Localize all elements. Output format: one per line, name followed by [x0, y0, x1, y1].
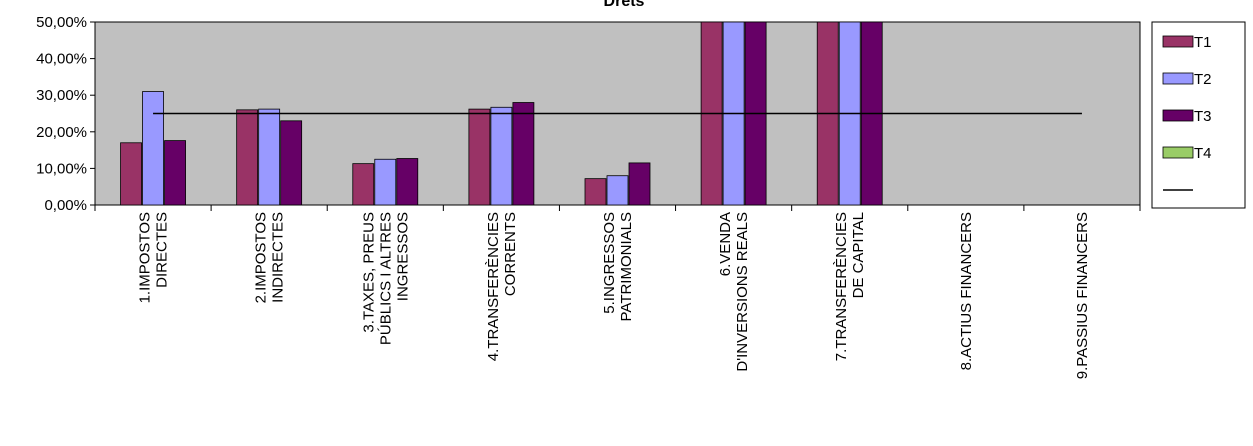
bar-t1-5: [584, 178, 607, 206]
bar-t3-1: [164, 140, 186, 206]
bar-t3-5: [628, 162, 651, 206]
category-label: 7.TRANSFERÈNCIES: [833, 212, 850, 361]
category-label: CORRENTS: [502, 212, 519, 296]
category-label: DE CAPITAL: [850, 212, 867, 298]
legend-swatch-t2: [1162, 72, 1194, 85]
bars: [120, 21, 883, 206]
y-tick-label: 40,00%: [36, 51, 87, 68]
category-label: 5.INGRESSOS: [601, 212, 618, 314]
y-tick-label: 30,00%: [36, 87, 87, 104]
bar-t3-2: [280, 120, 303, 206]
category-label: 1.IMPOSTOS: [137, 212, 154, 303]
bar-t2-1: [142, 91, 164, 206]
legend-swatch-t1: [1162, 35, 1194, 48]
category-label: 9.PASSIUS FINANCERS: [1074, 212, 1091, 379]
category-label: D'INVERSIONS REALS: [734, 212, 751, 372]
category-label: 8.ACTIUS FINANCERS: [958, 212, 975, 370]
y-tick-label: 20,00%: [36, 124, 87, 141]
legend-swatch-t3: [1162, 109, 1194, 122]
category-label: PATRIMONIALS: [618, 212, 635, 321]
axes: 0,00% 10,00% 20,00% 30,00% 40,00% 50,00% 1.IMP…: [36, 14, 1141, 379]
bar-t2-4: [490, 106, 513, 206]
category-label: DIRECTES: [154, 212, 171, 288]
bar-t2-2: [258, 108, 281, 206]
bar-t3-3: [396, 158, 419, 206]
legend-label-t3: T3: [1194, 108, 1212, 125]
category-label: 6.VENDA: [717, 212, 734, 276]
bar-t3-4: [512, 102, 535, 206]
category-label: 4.TRANSFERÈNCIES: [485, 212, 502, 361]
bar-t1-2: [236, 109, 259, 206]
legend-label-t4: T4: [1194, 145, 1212, 162]
y-tick-label: 0,00%: [44, 197, 87, 214]
legend: T1 T2 T3 T4: [1151, 21, 1246, 209]
chart-title: Drets: [604, 0, 645, 10]
category-label: PÚBLICS I ALTRES: [377, 212, 394, 345]
bar-t2-3: [374, 158, 397, 206]
legend-swatch-t4: [1162, 146, 1194, 159]
bar-t2-5: [606, 175, 629, 206]
category-label: 2.IMPOSTOS: [253, 212, 270, 303]
bar-t1-4: [468, 108, 491, 206]
y-tick-label: 50,00%: [36, 14, 87, 31]
bar-t1-3: [352, 163, 375, 206]
bar-t1-1: [120, 142, 142, 206]
category-label: INGRESSOS: [394, 212, 411, 301]
category-label: 3.TAXES, PREUS: [360, 212, 377, 333]
legend-label-t2: T2: [1194, 71, 1212, 88]
category-label: INDIRECTES: [270, 212, 287, 303]
y-tick-label: 10,00%: [36, 160, 87, 177]
legend-label-t1: T1: [1194, 34, 1212, 51]
